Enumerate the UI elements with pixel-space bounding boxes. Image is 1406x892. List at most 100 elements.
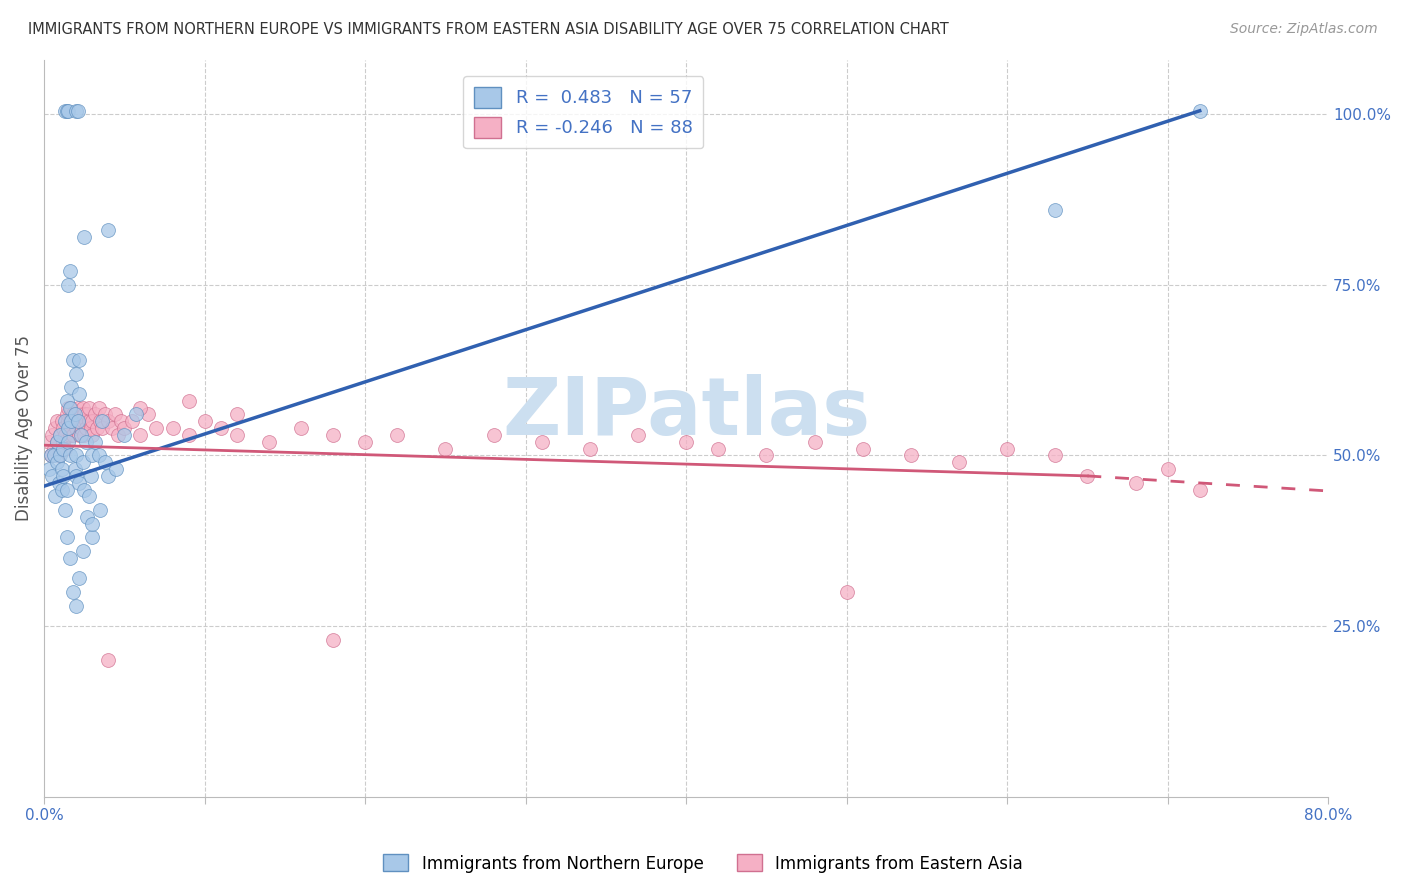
Point — [75, 421, 97, 435]
Point — [59, 401, 82, 415]
Point — [48, 475, 70, 490]
Point — [105, 462, 128, 476]
Point — [322, 428, 344, 442]
Point — [82, 449, 104, 463]
Point — [257, 434, 280, 449]
Point — [51, 414, 73, 428]
Point — [65, 367, 87, 381]
Point — [52, 421, 75, 435]
Point — [67, 387, 90, 401]
Point — [72, 455, 94, 469]
Point — [53, 428, 76, 442]
Point — [46, 414, 69, 428]
Point — [72, 414, 94, 428]
Point — [77, 414, 100, 428]
Point — [53, 103, 76, 118]
Point — [59, 428, 82, 442]
Point — [56, 414, 79, 428]
Point — [62, 585, 84, 599]
Point — [70, 428, 93, 442]
Point — [138, 408, 160, 422]
Point — [107, 428, 129, 442]
Point — [900, 449, 922, 463]
Point — [63, 408, 86, 422]
Point — [52, 469, 75, 483]
Point — [86, 421, 108, 435]
Point — [707, 442, 730, 456]
Point — [995, 442, 1018, 456]
Point — [77, 401, 100, 415]
Point — [59, 264, 82, 278]
Point — [354, 434, 377, 449]
Text: Source: ZipAtlas.com: Source: ZipAtlas.com — [1230, 22, 1378, 37]
Point — [100, 421, 122, 435]
Point — [177, 428, 200, 442]
Point — [66, 401, 89, 415]
Point — [73, 408, 96, 422]
Point — [84, 408, 107, 422]
Point — [41, 469, 63, 483]
Point — [60, 380, 83, 394]
Point — [67, 475, 90, 490]
Text: IMMIGRANTS FROM NORTHERN EUROPE VS IMMIGRANTS FROM EASTERN ASIA DISABILITY AGE O: IMMIGRANTS FROM NORTHERN EUROPE VS IMMIG… — [28, 22, 949, 37]
Point — [65, 599, 87, 613]
Point — [76, 509, 98, 524]
Point — [56, 421, 79, 435]
Point — [56, 103, 79, 118]
Point — [42, 449, 65, 463]
Point — [177, 393, 200, 408]
Point — [129, 428, 152, 442]
Point — [1188, 103, 1211, 118]
Point — [225, 408, 247, 422]
Point — [62, 428, 84, 442]
Point — [482, 428, 505, 442]
Point — [66, 103, 89, 118]
Point — [82, 530, 104, 544]
Point — [67, 352, 90, 367]
Point — [51, 483, 73, 497]
Point — [46, 434, 69, 449]
Point — [44, 421, 66, 435]
Point — [112, 421, 135, 435]
Point — [121, 414, 143, 428]
Point — [162, 421, 184, 435]
Point — [579, 442, 602, 456]
Point — [84, 434, 107, 449]
Point — [38, 434, 60, 449]
Point — [129, 401, 152, 415]
Point — [72, 544, 94, 558]
Point — [44, 489, 66, 503]
Point — [835, 585, 858, 599]
Point — [55, 103, 77, 118]
Point — [145, 421, 167, 435]
Point — [387, 428, 409, 442]
Point — [1125, 475, 1147, 490]
Point — [627, 428, 650, 442]
Point — [72, 401, 94, 415]
Point — [52, 442, 75, 456]
Point — [194, 414, 217, 428]
Point — [1045, 202, 1067, 217]
Point — [39, 449, 62, 463]
Point — [65, 103, 87, 118]
Point — [65, 449, 87, 463]
Point — [49, 428, 72, 442]
Point — [90, 421, 112, 435]
Point — [1188, 483, 1211, 497]
Point — [49, 449, 72, 463]
Point — [87, 401, 110, 415]
Y-axis label: Disability Age Over 75: Disability Age Over 75 — [15, 335, 32, 521]
Point — [89, 503, 111, 517]
Point — [290, 421, 312, 435]
Point — [97, 414, 120, 428]
Point — [48, 449, 70, 463]
Point — [62, 408, 84, 422]
Point — [82, 516, 104, 531]
Point — [70, 421, 93, 435]
Point — [87, 449, 110, 463]
Point — [60, 414, 83, 428]
Point — [322, 632, 344, 647]
Point — [42, 442, 65, 456]
Point — [70, 408, 93, 422]
Point — [39, 449, 62, 463]
